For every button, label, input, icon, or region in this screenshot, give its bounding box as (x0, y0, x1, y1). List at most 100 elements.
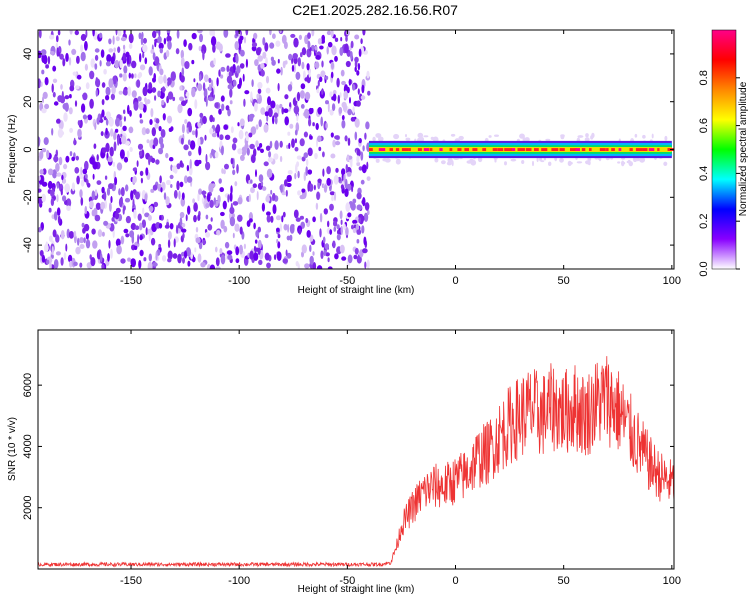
noise-speckle (254, 102, 258, 112)
noise-speckle (278, 30, 284, 35)
noise-speckle (46, 149, 50, 159)
noise-speckle (38, 152, 41, 157)
noise-speckle (343, 173, 346, 183)
noise-speckle (295, 71, 301, 80)
noise-speckle (327, 41, 333, 48)
noise-speckle (335, 167, 339, 173)
noise-speckle (101, 264, 105, 269)
noise-speckle (258, 174, 264, 183)
noise-speckle (121, 135, 127, 145)
noise-speckle (95, 77, 99, 83)
noise-speckle (346, 86, 350, 94)
noise-speckle (237, 214, 243, 222)
noise-speckle (122, 52, 126, 62)
band-peak (449, 148, 453, 151)
noise-speckle (59, 95, 66, 104)
noise-speckle (124, 197, 131, 203)
noise-speckle (238, 31, 241, 39)
noise-speckle (112, 35, 115, 45)
noise-speckle (73, 137, 76, 146)
noise-speckle (128, 43, 133, 49)
noise-speckle (229, 216, 236, 227)
noise-speckle (362, 248, 368, 254)
noise-speckle (119, 114, 123, 121)
noise-speckle (236, 164, 239, 174)
noise-speckle (207, 86, 213, 91)
noise-speckle (44, 243, 50, 252)
noise-speckle (105, 127, 108, 136)
noise-speckle (166, 35, 172, 43)
noise-speckle (300, 52, 303, 58)
noise-speckle (158, 42, 164, 50)
noise-speckle (274, 116, 278, 125)
noise-speckle (185, 247, 191, 257)
noise-speckle (345, 164, 348, 172)
noise-speckle (116, 245, 122, 255)
noise-speckle (155, 30, 159, 34)
band-halo (628, 161, 633, 167)
band-halo (541, 146, 545, 153)
noise-speckle (83, 115, 89, 124)
noise-speckle (362, 145, 365, 152)
noise-speckle (330, 30, 334, 38)
noise-speckle (360, 95, 366, 100)
noise-speckle (122, 125, 127, 131)
noise-speckle (281, 191, 287, 196)
noise-speckle (309, 261, 315, 269)
noise-speckle (142, 104, 147, 113)
band-halo (549, 152, 554, 155)
noise-speckle (202, 50, 205, 61)
noise-speckle (94, 54, 99, 61)
noise-speckle (57, 46, 62, 55)
noise-speckle (91, 209, 96, 217)
noise-speckle (125, 233, 130, 238)
noise-speckle (64, 95, 70, 100)
noise-speckle (347, 254, 353, 264)
noise-speckle (139, 153, 143, 159)
band-halo (488, 135, 492, 138)
noise-speckle (218, 43, 223, 52)
noise-speckle (351, 224, 355, 230)
noise-speckle (202, 237, 206, 246)
band-halo (377, 145, 380, 151)
noise-speckle (113, 220, 118, 225)
noise-speckle (73, 261, 78, 267)
band-halo (419, 136, 425, 143)
noise-speckle (332, 89, 337, 95)
noise-speckle (210, 217, 213, 222)
noise-speckle (109, 146, 114, 157)
noise-speckle (148, 232, 151, 242)
band-halo (555, 148, 558, 153)
noise-speckle (151, 157, 156, 164)
noise-speckle (332, 93, 337, 102)
noise-speckle (200, 262, 206, 268)
noise-speckle (90, 58, 95, 68)
noise-speckle (57, 118, 61, 123)
noise-speckle (100, 205, 104, 214)
noise-speckle (299, 138, 305, 147)
noise-speckle (353, 116, 357, 122)
noise-speckle (352, 84, 356, 91)
noise-speckle (338, 227, 343, 235)
noise-speckle (260, 69, 265, 77)
noise-speckle (74, 100, 78, 107)
noise-speckle (268, 254, 272, 262)
noise-speckle (68, 57, 72, 66)
noise-speckle (180, 251, 186, 257)
noise-speckle (47, 155, 50, 161)
noise-speckle (329, 229, 333, 235)
noise-speckle (96, 250, 101, 260)
noise-speckle (211, 124, 216, 133)
band-peak (429, 148, 433, 151)
snr-frame (37, 329, 675, 570)
noise-speckle (158, 136, 164, 145)
noise-speckle (364, 261, 367, 269)
noise-speckle (231, 213, 235, 218)
noise-speckle (317, 38, 322, 45)
noise-speckle (125, 215, 131, 224)
noise-speckle (49, 51, 55, 55)
noise-speckle (270, 189, 273, 195)
noise-speckle (327, 102, 330, 113)
noise-speckle (301, 156, 306, 162)
noise-speckle (292, 224, 295, 229)
